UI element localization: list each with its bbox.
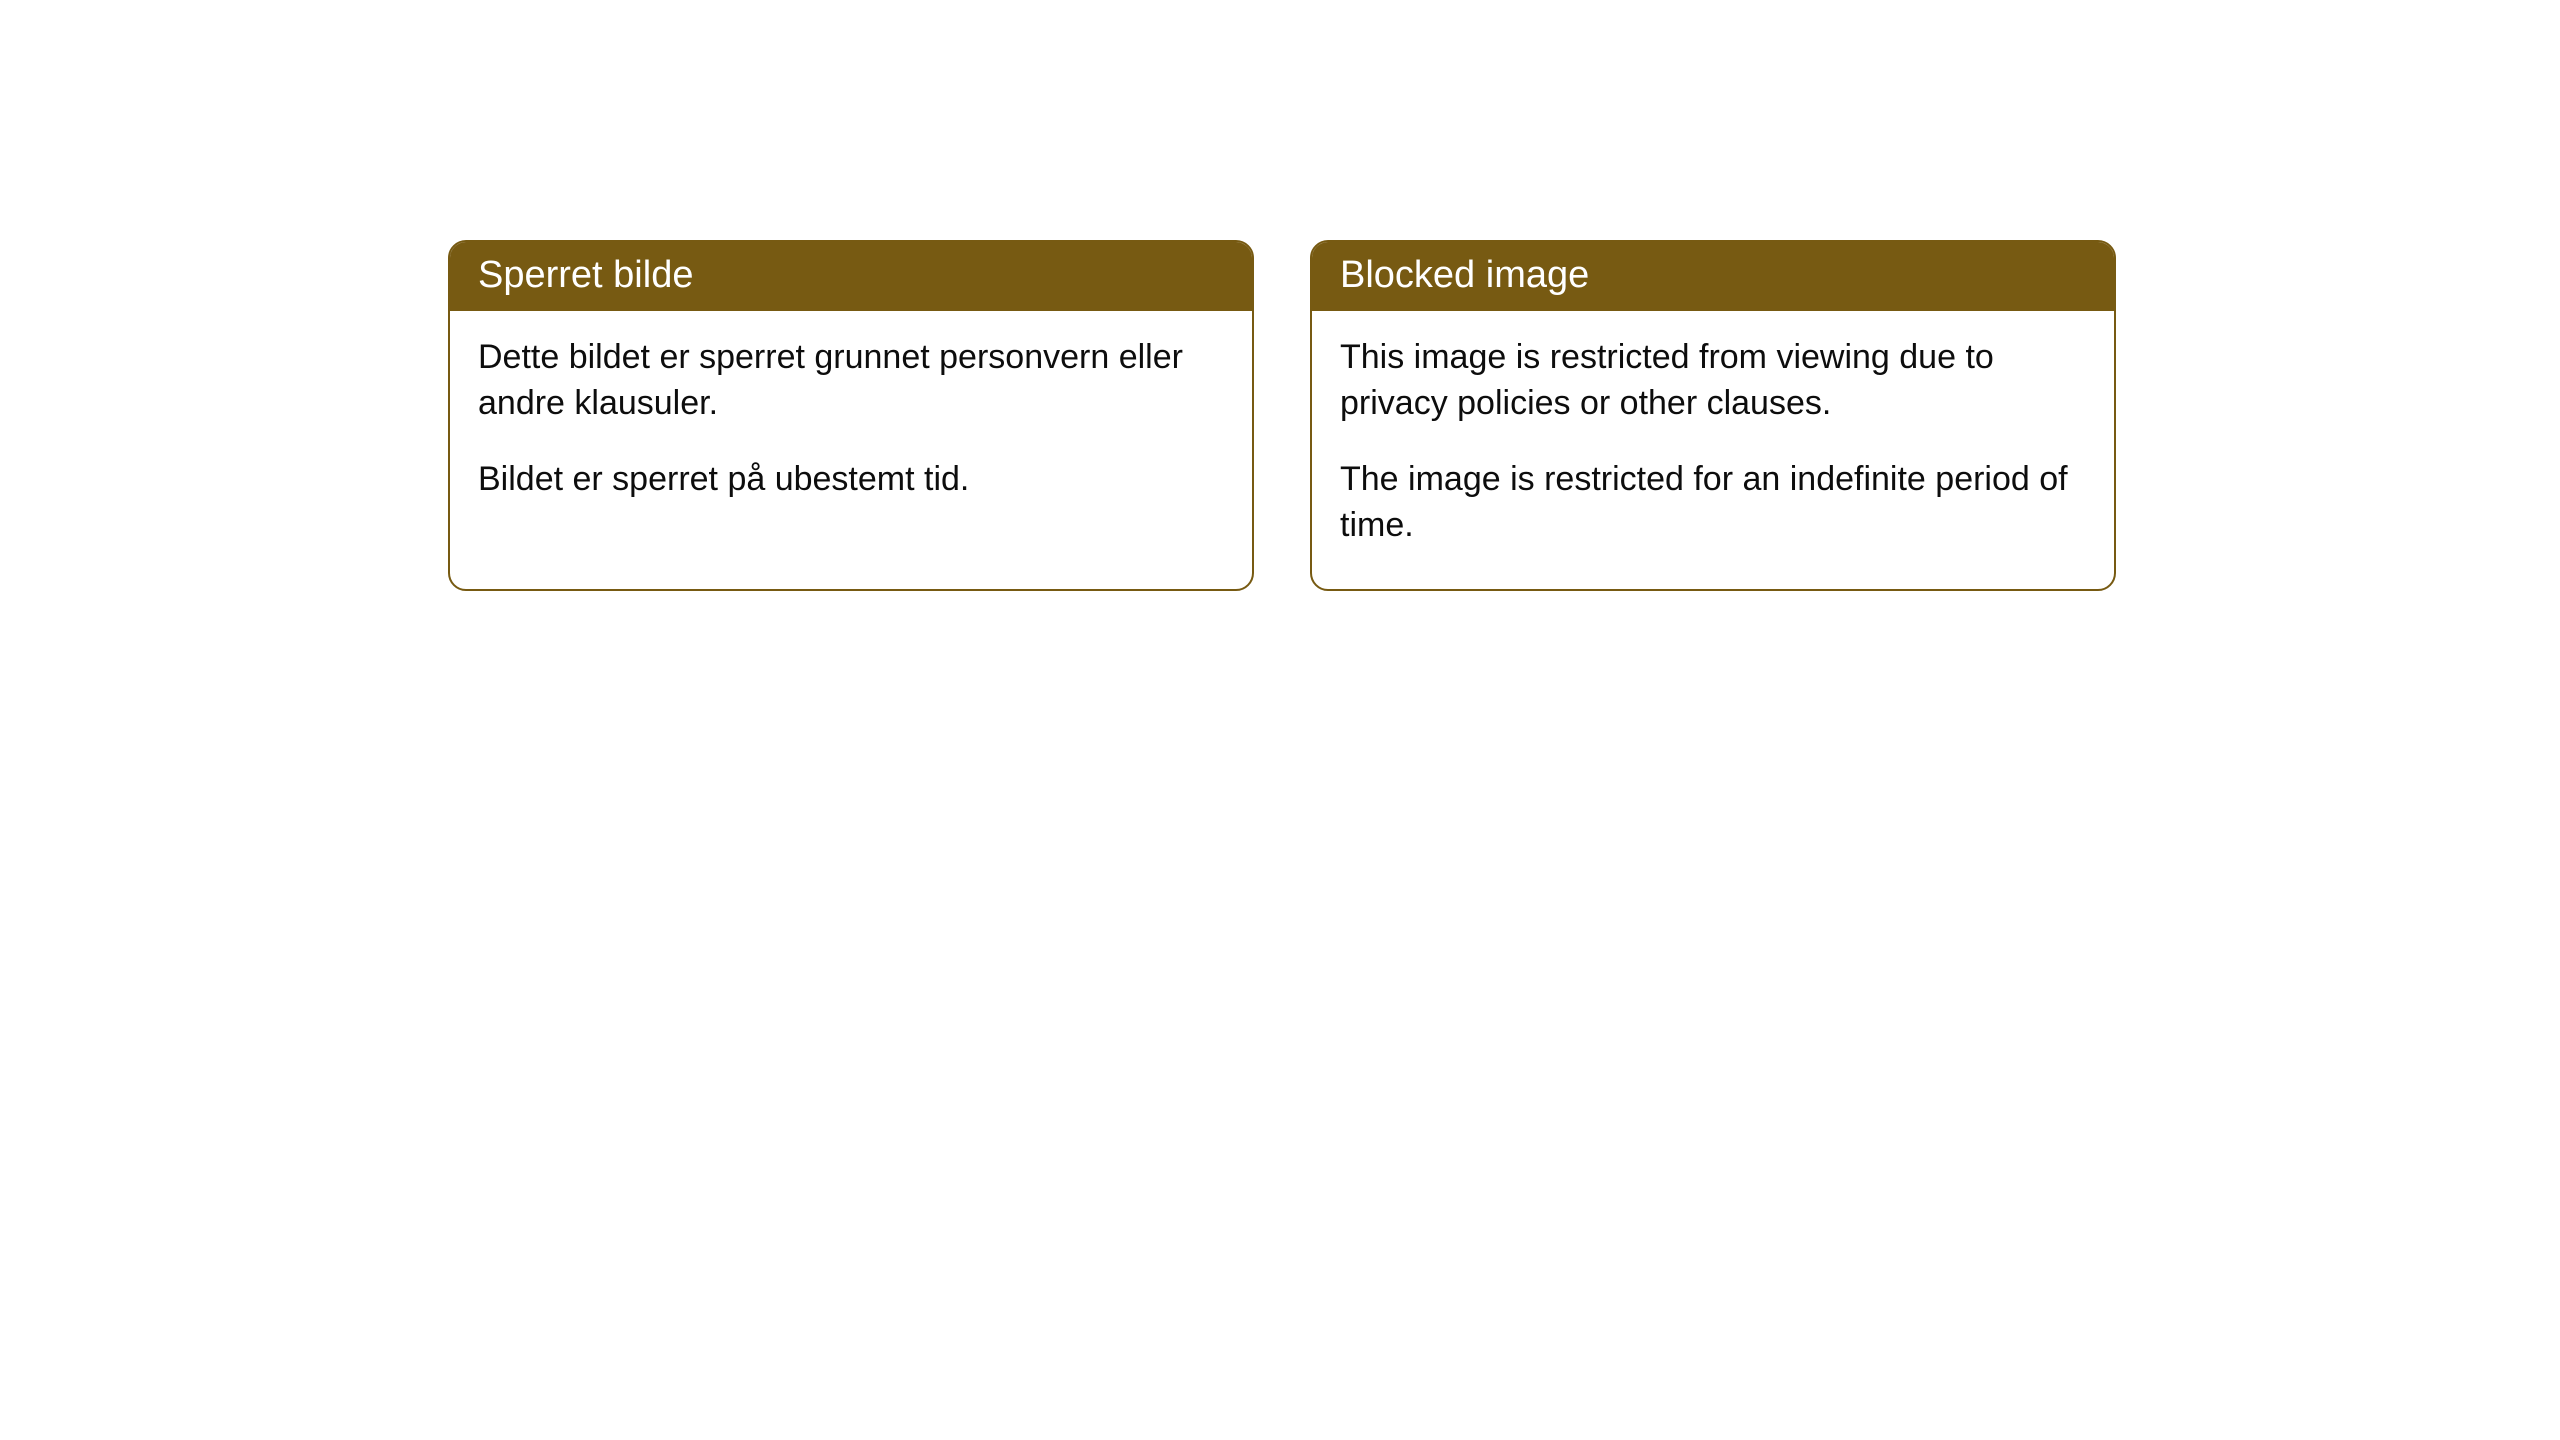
blocked-image-card-en: Blocked image This image is restricted f…: [1310, 240, 2116, 591]
card-text: This image is restricted from viewing du…: [1340, 335, 2086, 427]
card-header: Blocked image: [1312, 242, 2114, 311]
card-text: The image is restricted for an indefinit…: [1340, 457, 2086, 549]
notice-cards-container: Sperret bilde Dette bildet er sperret gr…: [448, 240, 2116, 591]
card-body: This image is restricted from viewing du…: [1312, 311, 2114, 589]
card-body: Dette bildet er sperret grunnet personve…: [450, 311, 1252, 543]
card-text: Bildet er sperret på ubestemt tid.: [478, 457, 1224, 503]
card-header: Sperret bilde: [450, 242, 1252, 311]
blocked-image-card-no: Sperret bilde Dette bildet er sperret gr…: [448, 240, 1254, 591]
card-text: Dette bildet er sperret grunnet personve…: [478, 335, 1224, 427]
